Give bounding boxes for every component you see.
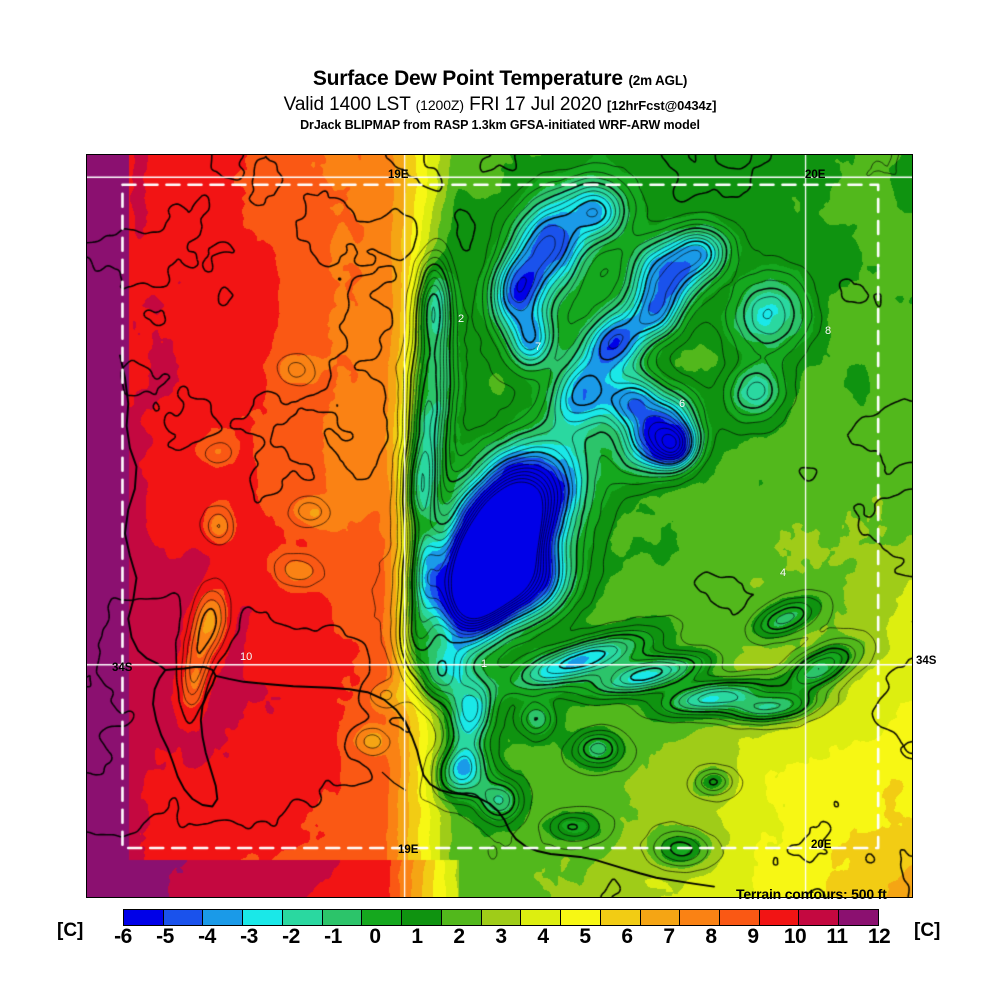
colorbar-tick: -4 — [198, 925, 216, 948]
dew-point-field — [87, 155, 912, 897]
weather-map[interactable] — [86, 154, 913, 898]
contour-value-label: 8 — [825, 325, 832, 337]
contour-value-label: 4 — [780, 567, 787, 579]
colorbar-legend: [C] -6 -5 -4 -3 -2 -1 0 1 2 3 4 5 6 7 8 9 10 11 12 [C] — [0, 906, 1000, 966]
valid-utc: (1200Z) — [415, 97, 464, 113]
colorbar-tick: 3 — [495, 925, 507, 948]
colorbar-tick: 9 — [747, 925, 759, 948]
colorbar-segment — [362, 910, 403, 925]
colorbar-tick: 1 — [411, 925, 423, 948]
colorbar-tick: 12 — [867, 925, 891, 948]
colorbar-unit-right: [C] — [914, 920, 941, 941]
colorbar-tick: 7 — [663, 925, 675, 948]
colorbar-segment — [600, 910, 641, 925]
title-main: Surface Dew Point Temperature — [312, 67, 623, 90]
colorbar-segment — [441, 910, 482, 925]
colorbar-gradient[interactable] — [123, 909, 879, 926]
colorbar-tick: 4 — [537, 925, 549, 948]
colorbar-tick: 0 — [369, 925, 381, 948]
colorbar-segment — [839, 910, 878, 925]
model-attribution: DrJack BLIPMAP from RASP 1.3km GFSA-init… — [300, 118, 700, 132]
valid-date: FRI 17 Jul 2020 — [469, 94, 602, 115]
colorbar-segment — [680, 910, 721, 925]
map-grid-label: 19E — [398, 844, 419, 856]
title-main-suffix: (2m AGL) — [628, 73, 688, 88]
page-title: Surface Dew Point Temperature (2m AGL) — [0, 66, 1000, 93]
colorbar-tick: -1 — [324, 925, 342, 948]
colorbar-segment — [759, 910, 800, 925]
colorbar-segment — [720, 910, 760, 925]
colorbar-tick: 8 — [705, 925, 717, 948]
contour-value-label: 1 — [481, 658, 488, 670]
title-block: Surface Dew Point Temperature (2m AGL) V… — [0, 66, 1000, 134]
contour-value-label: 7 — [535, 341, 542, 353]
colorbar-segment — [243, 910, 283, 925]
colorbar-segment — [521, 910, 562, 925]
colorbar-segment — [203, 910, 244, 925]
colorbar-tick: -5 — [156, 925, 174, 948]
colorbar-tick: 10 — [783, 925, 807, 948]
colorbar-segment — [282, 910, 323, 925]
colorbar-tick: 6 — [621, 925, 633, 948]
colorbar-tick: -3 — [240, 925, 258, 948]
colorbar-segment — [640, 910, 681, 925]
colorbar-tick: 11 — [826, 925, 848, 948]
colorbar-segment — [402, 910, 442, 925]
forecast-tag: [12hrFcst@0434z] — [606, 98, 717, 113]
valid-prefix: Valid 1400 LST — [283, 94, 411, 115]
map-grid-label: 20E — [805, 169, 826, 181]
colorbar-segment — [799, 910, 840, 925]
colorbar-segment — [322, 910, 363, 925]
colorbar-unit-left: [C] — [57, 920, 84, 941]
map-grid-label: 19E — [388, 169, 409, 181]
colorbar-segment — [481, 910, 522, 925]
contour-value-label: 2 — [458, 313, 465, 325]
map-latitude-label: 34S — [112, 662, 133, 674]
map-grid-label: 20E — [811, 839, 832, 851]
colorbar-tick: -2 — [282, 925, 300, 948]
colorbar-tick: 2 — [453, 925, 465, 948]
contour-value-label: 6 — [679, 398, 686, 410]
valid-time-line: Valid 1400 LST (1200Z) FRI 17 Jul 2020 [… — [0, 93, 1000, 117]
map-latitude-label: 34S — [916, 655, 937, 667]
contour-value-label: 10 — [240, 651, 253, 663]
colorbar-segment — [163, 910, 204, 925]
colorbar-tick-labels: -6 -5 -4 -3 -2 -1 0 1 2 3 4 5 6 7 8 9 10 11 12 — [114, 925, 891, 955]
terrain-contour-note: Terrain contours: 500 ft — [736, 886, 887, 902]
colorbar-segment — [561, 910, 601, 925]
colorbar-segment — [124, 910, 164, 925]
colorbar-tick: 5 — [579, 925, 591, 948]
colorbar-tick: -6 — [114, 925, 132, 948]
